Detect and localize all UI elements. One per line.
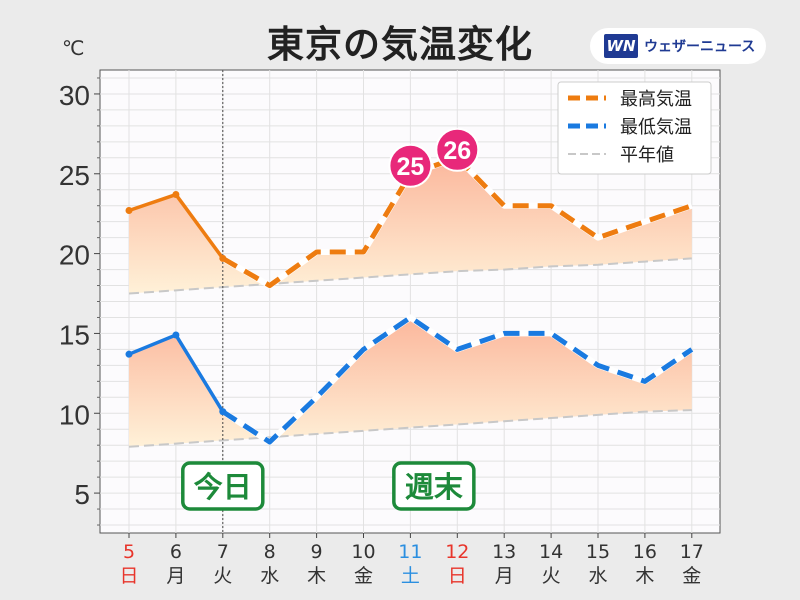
high-temp-forecast-line [221,155,693,289]
high-vs-normal-area [129,157,692,294]
y-tick-label: 25 [59,160,90,191]
x-tick-label-date: 7 [217,541,229,563]
legend-label: 最高気温 [620,89,692,110]
x-tick-label-date: 13 [492,541,516,563]
low-temp-point [125,350,133,358]
x-tick-label-weekday: 日 [448,565,467,587]
normal-low-line [128,409,692,448]
x-tick-label-weekday: 水 [260,565,279,587]
legend-label: 平年値 [620,145,674,166]
annotation-label: 今日 [194,470,252,504]
x-tick-label-weekday: 土 [401,565,420,587]
high-badge-label: 25 [396,153,424,181]
x-tick-label-date: 12 [445,541,469,563]
y-tick-label: 30 [59,80,90,111]
unit-label: ℃ [62,36,85,60]
x-tick-label-date: 9 [311,541,323,563]
x-tick-label-weekday: 月 [166,565,185,587]
y-tick-label: 20 [59,240,90,271]
logo-text: ウェザーニュース [644,39,756,55]
low-vs-normal-area [129,317,692,447]
weathernews-logo: WN ウェザーニュース [590,28,766,64]
legend-label: 最低気温 [620,117,692,138]
x-tick-label-date: 14 [539,541,563,563]
chart-title: 東京の気温変化 [267,23,533,66]
x-tick-label-date: 6 [170,541,182,563]
high-temp-point [172,191,180,199]
annotation-box [392,461,476,511]
x-tick-label-date: 8 [264,541,276,563]
x-tick-label-date: 16 [633,541,657,563]
low-temp-forecast-line [221,314,694,445]
low-temp-point [172,331,180,339]
high-badge-label: 26 [443,137,471,165]
x-tick-label-weekday: 水 [588,565,607,587]
x-tick-label-weekday: 日 [119,565,138,587]
y-tick-label: 15 [59,319,90,350]
x-tick-label-weekday: 月 [495,565,514,587]
y-tick-label: 10 [59,399,90,430]
x-tick-label-weekday: 木 [307,565,326,587]
high-badge [388,143,433,188]
x-tick-label-weekday: 金 [682,565,701,587]
x-tick-label-weekday: 火 [542,565,561,587]
x-tick-label-date: 17 [680,541,704,563]
high-temp-point [219,254,227,262]
high-temp-point [125,206,133,214]
y-tick-label: 5 [74,479,90,510]
annotation-label: 週末 [405,470,463,504]
x-tick-label-date: 11 [398,541,422,563]
annotation-box [181,461,265,511]
low-temp-point [219,408,227,416]
x-tick-label-date: 10 [351,541,375,563]
x-tick-label-date: 5 [123,541,135,563]
x-tick-label-weekday: 金 [354,565,373,587]
legend-box [557,81,712,175]
x-tick-label-weekday: 木 [635,565,654,587]
x-tick-label-date: 15 [586,541,610,563]
logo-mark: WN [604,34,638,58]
high-badge [435,127,480,172]
x-tick-label-weekday: 火 [213,565,232,587]
